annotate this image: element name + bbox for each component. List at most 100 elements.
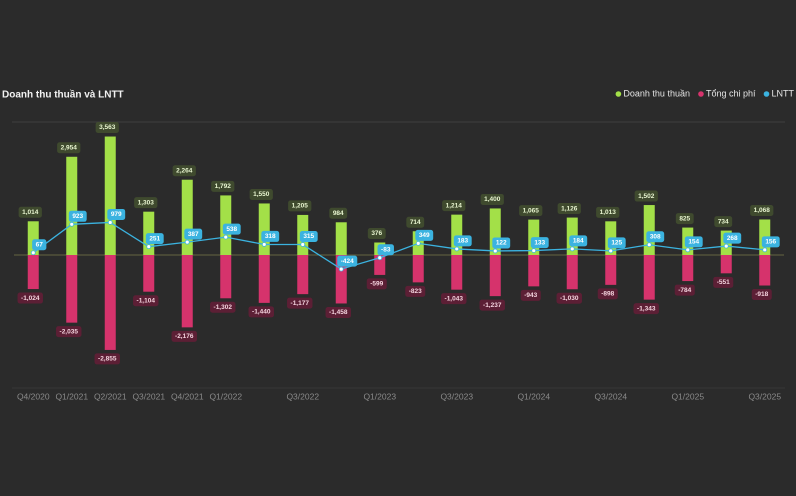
bar [528, 255, 540, 287]
value-label-box [210, 301, 236, 313]
value-label: 315 [303, 233, 314, 240]
value-label: 825 [679, 215, 690, 222]
value-label-box [556, 292, 582, 304]
x-tick-label: Q1/2021 [55, 391, 88, 401]
bar [27, 255, 39, 290]
value-label: -1,177 [291, 300, 310, 307]
value-label: -1,440 [252, 309, 271, 316]
x-tick-label: Q1/2024 [517, 391, 550, 401]
x-tick-label: Q3/2023 [440, 391, 473, 401]
bar [489, 208, 501, 255]
value-label-box [133, 295, 159, 307]
value-label-box [530, 237, 549, 249]
value-label: 318 [265, 233, 276, 240]
line-point [377, 255, 383, 261]
bar [451, 255, 463, 290]
value-label-box [750, 204, 774, 216]
x-tick-label: Q4/2021 [171, 391, 204, 401]
value-label: 979 [111, 211, 122, 218]
line-point [261, 242, 267, 247]
chart-title: Doanh thu thuần và LNTT [2, 89, 124, 101]
line-point [531, 248, 537, 253]
value-label: -784 [678, 287, 691, 294]
value-label: 3,563 [99, 124, 116, 131]
value-label-box [325, 306, 351, 318]
line-point [146, 244, 152, 250]
legend-swatch [615, 91, 622, 97]
value-label-box [480, 193, 504, 205]
value-label-box [405, 285, 426, 297]
bar [104, 255, 116, 350]
value-label: 2,954 [61, 144, 78, 151]
value-label: -424 [341, 258, 354, 265]
value-label-box [56, 326, 82, 338]
value-label: 1,013 [600, 209, 617, 216]
value-label-box [68, 210, 87, 222]
value-label-box [366, 278, 387, 290]
bar [412, 255, 424, 283]
value-label-box [415, 229, 434, 241]
line-point [608, 248, 614, 254]
bar [258, 203, 270, 255]
bar [181, 255, 193, 328]
value-label: -1,043 [445, 295, 464, 302]
value-label-box [287, 297, 313, 309]
line-point [492, 248, 498, 254]
value-label: 268 [727, 235, 738, 242]
value-label: 734 [718, 218, 729, 225]
value-label-box [569, 235, 588, 247]
legend-swatch [763, 91, 770, 97]
value-label-box [249, 188, 273, 200]
line-point [569, 246, 575, 252]
value-label: 122 [496, 240, 507, 247]
value-label-box [492, 237, 511, 249]
value-label-box [145, 233, 164, 245]
value-label: 156 [765, 239, 776, 246]
line-point [69, 221, 75, 227]
value-label: -823 [409, 288, 422, 295]
value-label-box [134, 197, 158, 209]
x-tick-label: Q3/2022 [286, 391, 319, 401]
value-label: 308 [650, 233, 661, 240]
value-label: 376 [371, 230, 382, 237]
value-label: 714 [410, 219, 421, 226]
value-label-box [367, 227, 386, 239]
value-label: -2,035 [60, 328, 79, 335]
bar [374, 255, 386, 275]
value-label-box [107, 208, 126, 220]
value-label: 183 [457, 238, 468, 245]
value-label: 1,205 [292, 203, 309, 210]
value-label: 1,126 [561, 205, 578, 212]
value-label: 538 [226, 226, 237, 233]
value-label-box [633, 303, 659, 315]
value-label-box [453, 235, 472, 247]
value-label-box [94, 353, 120, 365]
bar [720, 255, 732, 274]
value-label: -1,024 [21, 295, 40, 302]
value-label-box [519, 205, 543, 217]
value-label-box [634, 190, 658, 202]
value-label: -1,458 [329, 309, 348, 316]
line-point [107, 220, 113, 225]
value-label-box [337, 255, 358, 267]
value-label-box [329, 207, 348, 219]
value-label-box [32, 239, 47, 251]
value-label: 154 [688, 239, 699, 246]
value-label: 67 [36, 241, 44, 248]
value-label-box [751, 289, 772, 301]
bar [220, 255, 232, 299]
value-label: 1,792 [215, 183, 232, 190]
line [32, 221, 765, 270]
value-label: -1,104 [137, 297, 156, 304]
value-label-box [406, 216, 425, 228]
value-label: -83 [381, 246, 391, 253]
line-point [646, 242, 652, 248]
value-label-box [299, 231, 318, 243]
value-label: 1,014 [22, 209, 39, 216]
line-point [723, 243, 729, 249]
line-point [30, 250, 36, 256]
line-point [184, 239, 190, 245]
value-label-box [713, 276, 734, 288]
value-label: 984 [333, 210, 344, 217]
